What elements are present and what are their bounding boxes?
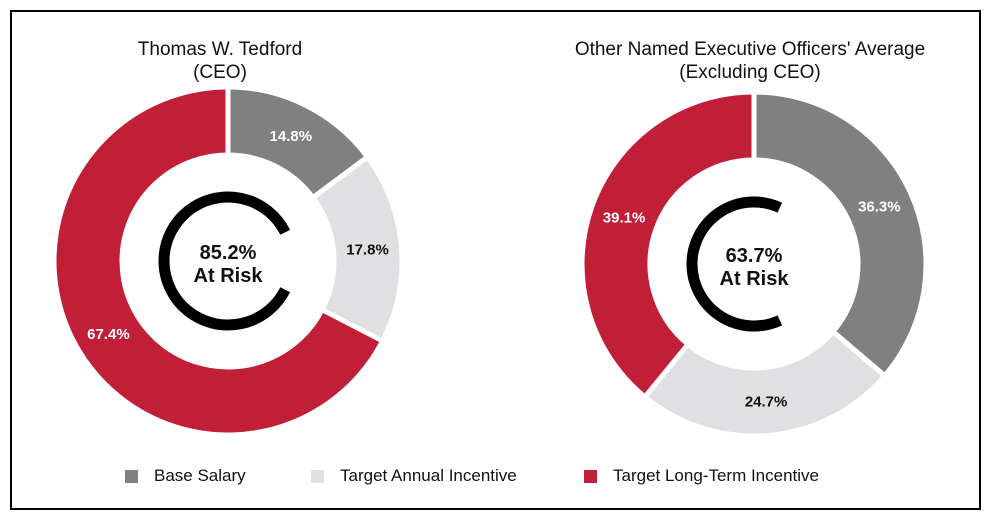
chart-title-ceo-line2: (CEO) (193, 62, 247, 83)
ceo-center-value: 85.2% (200, 242, 257, 264)
legend-item-base-salary: Base Salary (125, 466, 246, 486)
ceo-label-target-annual-incentive: 17.8% (346, 242, 389, 259)
neo-center-label: At Risk (720, 268, 790, 290)
chart-title-neo-line2: (Excluding CEO) (679, 62, 821, 83)
chart-title-neo-line1: Other Named Executive Officers' Average (574, 39, 926, 60)
ceo-at-risk-ring (158, 191, 291, 331)
ceo-label-target-long-term-incentive: 67.4% (87, 326, 130, 343)
legend-swatch-target-annual-incentive (311, 469, 324, 483)
neo-label-target-long-term-incentive: 39.1% (603, 210, 646, 227)
neo-at-risk-ring (686, 196, 783, 332)
neo-center-value: 63.7% (726, 245, 783, 267)
legend: Base Salary Target Annual Incentive Targ… (0, 466, 993, 490)
neo-slice-target-long-term-incentive (579, 89, 757, 401)
neo-slice-target-annual-incentive (641, 328, 889, 439)
neo-label-base-salary: 36.3% (858, 198, 901, 215)
neo-slice-base-salary (751, 89, 929, 380)
chart-title-ceo-line1: Thomas W. Tedford (137, 39, 303, 60)
legend-label-base-salary: Base Salary (154, 466, 246, 485)
legend-label-target-annual-incentive: Target Annual Incentive (340, 466, 517, 485)
chart-title-neo: Other Named Executive Officers' Average … (560, 38, 940, 84)
legend-swatch-base-salary (125, 469, 138, 483)
ceo-label-base-salary: 14.8% (270, 128, 313, 145)
legend-item-target-annual-incentive: Target Annual Incentive (311, 466, 517, 486)
legend-item-target-long-term-incentive: Target Long-Term Incentive (584, 466, 819, 486)
legend-swatch-target-long-term-incentive (584, 469, 597, 483)
legend-label-target-long-term-incentive: Target Long-Term Incentive (613, 466, 819, 485)
chart-title-ceo: Thomas W. Tedford (CEO) (60, 38, 380, 84)
ceo-center-label: At Risk (194, 265, 264, 287)
ceo-slice-target-long-term-incentive (51, 84, 386, 438)
neo-label-target-annual-incentive: 24.7% (745, 393, 788, 410)
